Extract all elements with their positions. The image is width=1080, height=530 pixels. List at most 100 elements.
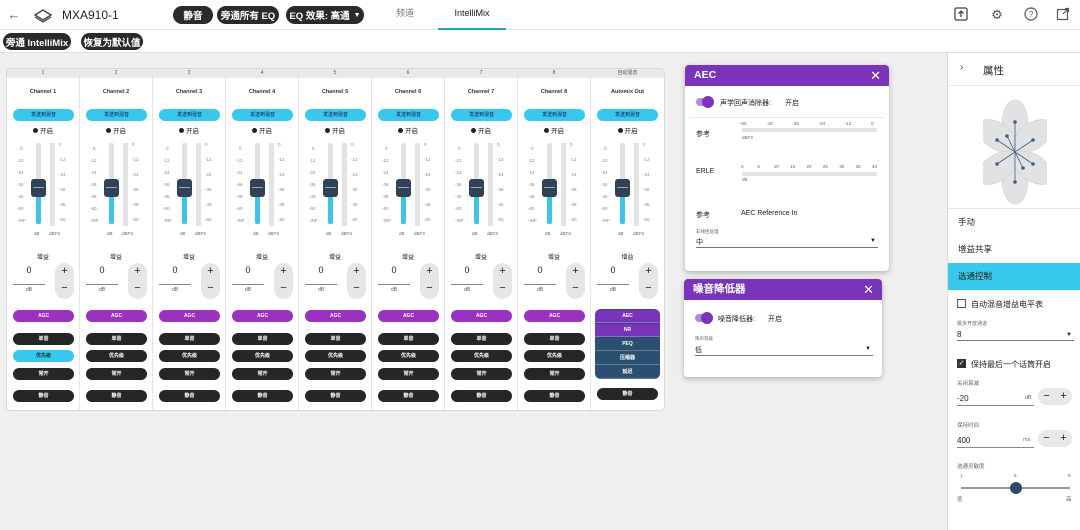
plus-icon[interactable]: + [280,265,287,277]
max-open-select[interactable]: 8 ▼ [957,328,1074,341]
sensitivity-slider-thumb[interactable] [1009,482,1022,494]
mute-button[interactable]: 静音 [159,390,220,402]
plus-icon[interactable]: + [645,265,652,277]
auto-gain-checkbox[interactable] [957,299,966,308]
keep-last-checkbox[interactable]: ✓ [957,359,966,368]
aec-toggle[interactable] [696,96,714,108]
reset-default-button[interactable]: 恢复为默认值 [81,33,143,50]
gain-value-input[interactable]: 0 [318,265,324,275]
back-arrow-icon[interactable]: ← [7,7,21,22]
tab-intellimix[interactable]: IntelliMix [438,0,506,30]
send-to-mix-button[interactable]: 发送到混音 [451,109,512,121]
gain-fader-knob[interactable] [469,179,484,197]
mute-button[interactable]: 静音 [86,390,147,402]
solo-button[interactable]: 单音 [13,333,74,345]
minus-icon[interactable]: − [645,282,652,294]
nr-level-select[interactable]: 低 ▼ [695,343,873,356]
solo-button[interactable]: 单音 [305,333,366,345]
always-on-button[interactable]: 常开 [451,368,512,380]
gain-stepper[interactable]: + − [493,263,512,299]
mute-button[interactable]: 静音 [305,390,366,402]
solo-button[interactable]: 单音 [159,333,220,345]
send-to-mix-button[interactable]: 发送到混音 [524,109,585,121]
gain-stepper[interactable]: + − [347,263,366,299]
bypass-eq-button[interactable]: 旁通所有 EQ [217,6,279,24]
menu-gating[interactable]: 选通控制 [948,263,1080,290]
always-on-button[interactable]: 常开 [524,368,585,380]
plus-icon[interactable]: + [499,265,506,277]
gain-stepper[interactable]: + − [55,263,74,299]
gain-fader-knob[interactable] [615,179,630,197]
priority-button[interactable]: 优先级 [232,350,293,362]
mute-button[interactable]: 静音 [597,388,658,400]
solo-button[interactable]: 单音 [451,333,512,345]
minus-icon[interactable]: − [1043,390,1050,402]
gain-fader-knob[interactable] [104,179,119,197]
processing-block-button[interactable]: 压缩器 [595,352,660,365]
nr-toggle[interactable] [695,312,713,324]
minus-icon[interactable]: − [572,282,579,294]
gain-value-input[interactable]: 0 [391,265,397,275]
channel-on-indicator[interactable]: 开启 [518,125,590,135]
always-on-button[interactable]: 常开 [378,368,439,380]
minus-icon[interactable]: − [134,282,141,294]
gain-value-input[interactable]: 0 [537,265,543,275]
minus-icon[interactable]: − [353,282,360,294]
gain-fader-knob[interactable] [396,179,411,197]
priority-button[interactable]: 优先级 [305,350,366,362]
solo-button[interactable]: 单音 [86,333,147,345]
chevron-right-icon[interactable]: › [960,62,964,73]
gain-stepper[interactable]: + − [201,263,220,299]
priority-button[interactable]: 优先级 [378,350,439,362]
minus-icon[interactable]: − [1043,432,1050,444]
eq-effect-dropdown[interactable]: EQ 效果: 高通 ▼ [286,6,364,24]
off-atten-stepper[interactable]: − + [1038,388,1072,405]
plus-icon[interactable]: + [207,265,214,277]
gain-stepper[interactable]: + − [639,263,658,299]
mute-button[interactable]: 静音 [13,390,74,402]
priority-button[interactable]: 优先级 [451,350,512,362]
processing-block-button[interactable]: 延迟 [595,366,660,379]
mute-button[interactable]: 静音 [524,390,585,402]
gain-value-input[interactable]: 0 [610,265,616,275]
mute-button[interactable]: 静音 [451,390,512,402]
tab-channels[interactable]: 频道 [395,8,414,18]
send-to-mix-button[interactable]: 发送到混音 [232,109,293,121]
channel-on-indicator[interactable]: 开启 [226,125,298,135]
agc-button[interactable]: AGC [378,310,439,322]
gain-value-input[interactable]: 0 [99,265,105,275]
agc-button[interactable]: AGC [232,310,293,322]
solo-button[interactable]: 单音 [524,333,585,345]
priority-button[interactable]: 优先级 [159,350,220,362]
agc-button[interactable]: AGC [305,310,366,322]
help-icon[interactable]: ? [1023,7,1039,23]
plus-icon[interactable]: + [353,265,360,277]
gain-value-input[interactable]: 0 [464,265,470,275]
processing-block-button[interactable]: NR [595,324,660,337]
send-to-mix-button[interactable]: 发送到混音 [86,109,147,121]
close-icon[interactable]: ✕ [863,282,874,297]
send-to-mix-button[interactable]: 发送到混音 [305,109,366,121]
agc-button[interactable]: AGC [524,310,585,322]
gain-value-input[interactable]: 0 [26,265,32,275]
channel-on-indicator[interactable]: 开启 [591,125,664,135]
gain-stepper[interactable]: + − [566,263,585,299]
channel-on-indicator[interactable]: 开启 [299,125,371,135]
export-icon[interactable] [953,7,969,23]
plus-icon[interactable]: + [61,265,68,277]
plus-icon[interactable]: + [572,265,579,277]
send-to-mix-button[interactable]: 发送到混音 [159,109,220,121]
mute-all-button[interactable]: 静音 [173,6,213,24]
solo-button[interactable]: 单音 [232,333,293,345]
processing-block-button[interactable]: PEQ [595,338,660,351]
menu-gain-sharing[interactable]: 增益共享 [958,244,993,254]
priority-button[interactable]: 优先级 [86,350,147,362]
always-on-button[interactable]: 常开 [13,368,74,380]
plus-icon[interactable]: + [426,265,433,277]
priority-button[interactable]: 优先级 [13,350,74,362]
send-to-mix-button[interactable]: 发送到混音 [597,109,658,121]
hold-time-stepper[interactable]: − + [1038,430,1072,447]
mute-button[interactable]: 静音 [232,390,293,402]
gain-value-input[interactable]: 0 [172,265,178,275]
minus-icon[interactable]: − [426,282,433,294]
